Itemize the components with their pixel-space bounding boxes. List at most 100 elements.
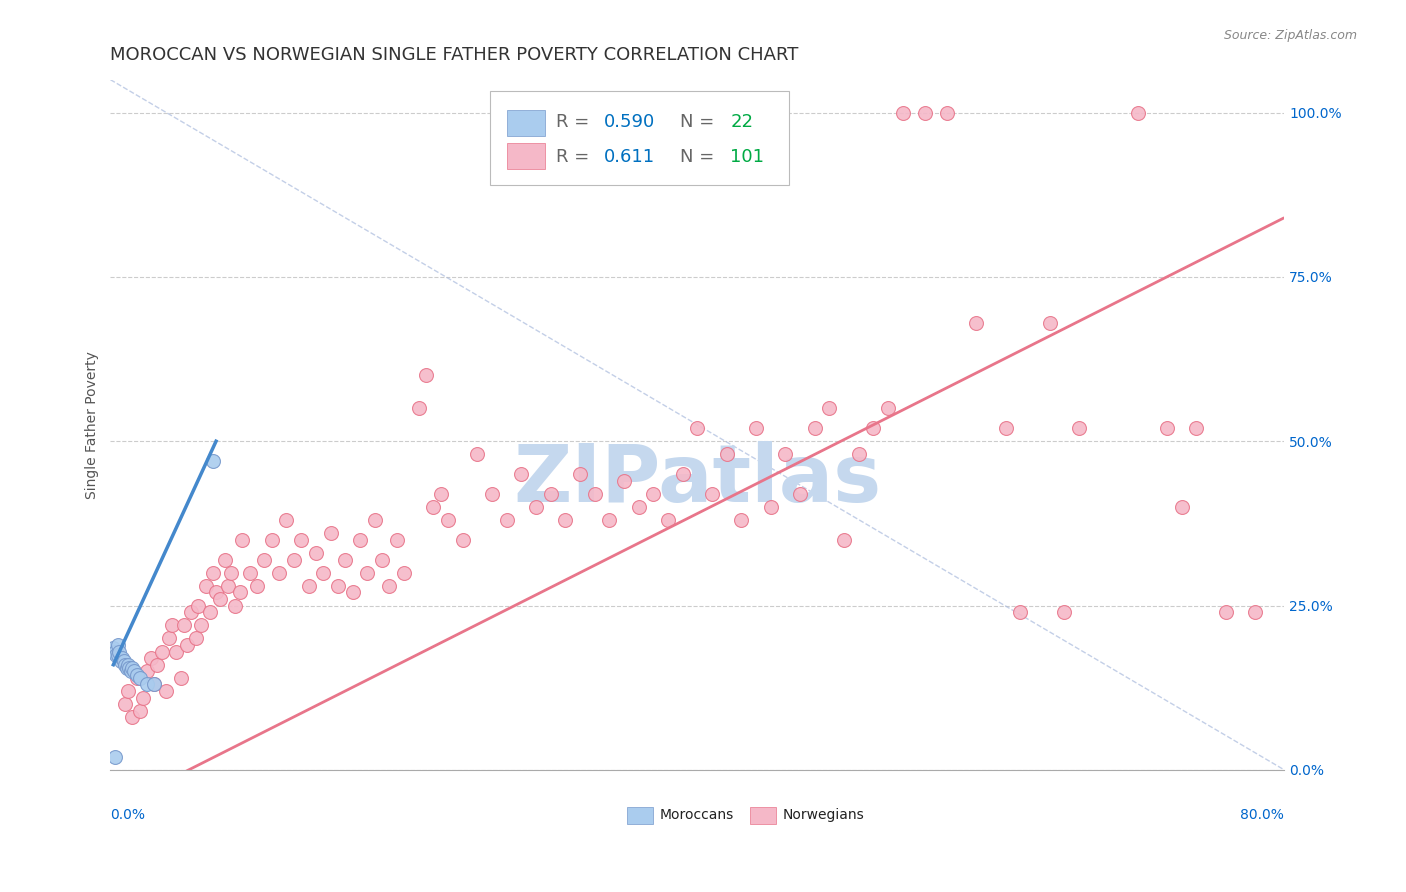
Point xyxy=(136,665,159,679)
Point xyxy=(429,487,451,501)
Point xyxy=(1126,105,1149,120)
Point xyxy=(165,644,187,658)
Point xyxy=(108,644,131,658)
Point xyxy=(848,447,870,461)
Point xyxy=(613,474,636,488)
Text: R =: R = xyxy=(557,148,596,166)
Point xyxy=(914,105,936,120)
Point xyxy=(451,533,474,547)
Point xyxy=(155,684,177,698)
Point xyxy=(217,579,239,593)
Text: MOROCCAN VS NORWEGIAN SINGLE FATHER POVERTY CORRELATION CHART: MOROCCAN VS NORWEGIAN SINGLE FATHER POVE… xyxy=(111,46,799,64)
Point xyxy=(1010,605,1032,619)
Point xyxy=(672,467,695,481)
Point xyxy=(803,421,825,435)
Point xyxy=(105,648,128,662)
Point xyxy=(219,566,242,580)
Point xyxy=(1038,316,1060,330)
Point xyxy=(150,644,173,658)
Point xyxy=(994,421,1017,435)
Point xyxy=(349,533,371,547)
Text: N =: N = xyxy=(679,113,720,131)
Point xyxy=(190,618,212,632)
Point xyxy=(510,467,533,481)
Point xyxy=(965,316,987,330)
Point xyxy=(1185,421,1208,435)
FancyBboxPatch shape xyxy=(508,110,544,136)
Point xyxy=(117,657,139,672)
Point xyxy=(1053,605,1076,619)
Point xyxy=(392,566,415,580)
Point xyxy=(198,605,221,619)
Point xyxy=(686,421,709,435)
Point xyxy=(730,513,752,527)
Point xyxy=(554,513,576,527)
Text: 101: 101 xyxy=(730,148,765,166)
Point xyxy=(141,651,163,665)
Point xyxy=(745,421,768,435)
FancyBboxPatch shape xyxy=(751,807,776,823)
Point xyxy=(214,552,236,566)
Text: 0.611: 0.611 xyxy=(603,148,655,166)
Point xyxy=(540,487,562,501)
Point xyxy=(253,552,276,566)
Text: 80.0%: 80.0% xyxy=(1240,808,1284,822)
Text: Moroccans: Moroccans xyxy=(659,808,734,822)
Point xyxy=(385,533,408,547)
Point xyxy=(422,500,444,514)
Point xyxy=(118,661,141,675)
Point xyxy=(716,447,738,461)
Point xyxy=(1244,605,1267,619)
Point xyxy=(184,632,207,646)
Point xyxy=(246,579,269,593)
Point xyxy=(117,684,139,698)
Point xyxy=(125,671,148,685)
Point xyxy=(202,454,225,468)
Text: 22: 22 xyxy=(730,113,754,131)
Point xyxy=(877,401,900,416)
Point xyxy=(205,585,228,599)
Point xyxy=(125,667,148,681)
Point xyxy=(437,513,460,527)
Point xyxy=(371,552,394,566)
Text: R =: R = xyxy=(557,113,596,131)
Point xyxy=(700,487,723,501)
Point xyxy=(495,513,517,527)
Point xyxy=(170,671,193,685)
Point xyxy=(862,421,884,435)
Point xyxy=(1156,421,1178,435)
Point xyxy=(342,585,364,599)
Point xyxy=(891,105,914,120)
Text: Norwegians: Norwegians xyxy=(783,808,865,822)
Point xyxy=(260,533,283,547)
Point xyxy=(408,401,430,416)
Point xyxy=(209,592,232,607)
Point xyxy=(231,533,253,547)
Point xyxy=(131,690,153,705)
Point xyxy=(1170,500,1192,514)
Point xyxy=(143,677,166,691)
Point xyxy=(657,513,679,527)
Point xyxy=(378,579,401,593)
Point xyxy=(112,655,135,669)
Text: 0.590: 0.590 xyxy=(603,113,655,131)
Point xyxy=(173,618,195,632)
Point xyxy=(107,638,129,652)
Point xyxy=(627,500,650,514)
Point xyxy=(202,566,225,580)
Point xyxy=(276,513,298,527)
Point xyxy=(583,487,606,501)
Point xyxy=(128,704,150,718)
Point xyxy=(146,657,169,672)
Point xyxy=(176,638,198,652)
Point xyxy=(305,546,328,560)
Point xyxy=(643,487,665,501)
Point xyxy=(228,585,250,599)
Point xyxy=(121,710,143,724)
Point xyxy=(187,599,209,613)
Point xyxy=(136,677,159,691)
Text: N =: N = xyxy=(679,148,720,166)
Point xyxy=(312,566,335,580)
Point xyxy=(239,566,262,580)
Point xyxy=(832,533,855,547)
